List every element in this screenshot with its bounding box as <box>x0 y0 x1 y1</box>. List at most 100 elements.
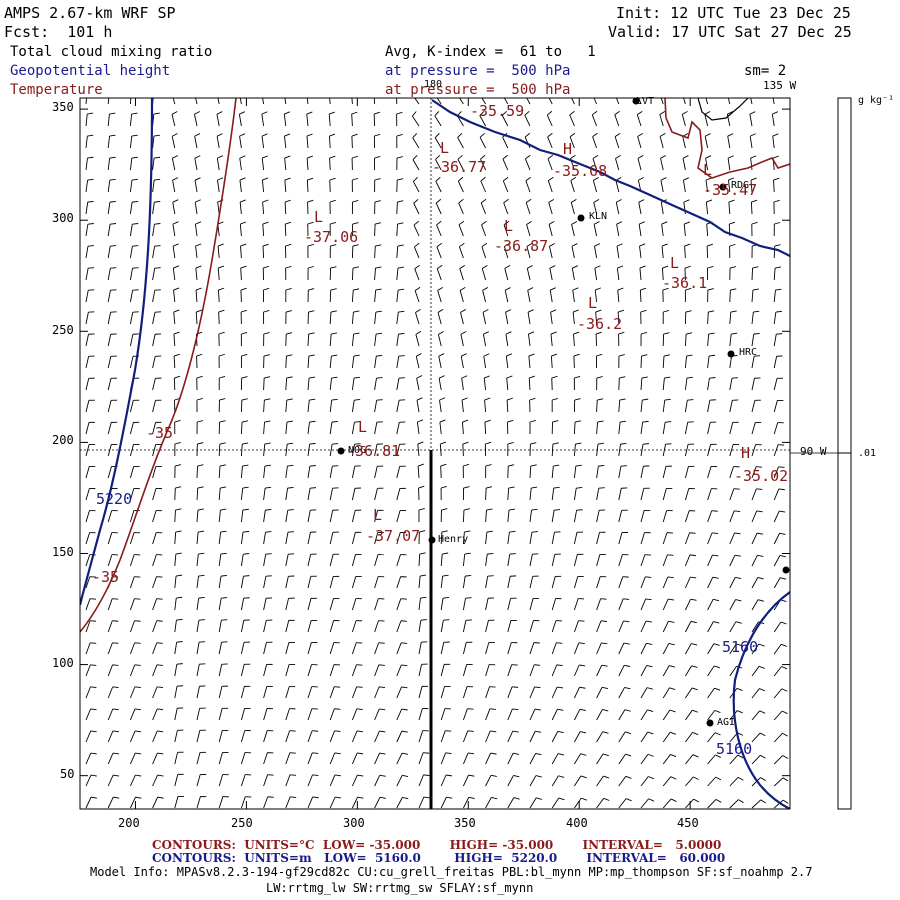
wind-barb <box>660 177 667 193</box>
station-marker <box>719 183 727 191</box>
wind-barb <box>218 774 229 787</box>
wind-barb <box>396 421 406 435</box>
wind-barb <box>329 376 338 391</box>
wind-barb <box>107 267 117 281</box>
wind-barb <box>285 619 295 633</box>
wind-barb <box>640 554 651 567</box>
wind-barb <box>396 487 406 501</box>
wind-barb <box>751 532 764 545</box>
wind-barb <box>85 796 98 809</box>
wind-barb <box>773 488 785 501</box>
wind-barb <box>525 198 532 215</box>
wind-barb <box>239 98 242 105</box>
valid-time: Valid: 17 UTC Sat 27 Dec 25 <box>608 23 852 41</box>
wind-barb <box>528 353 535 369</box>
wind-barb <box>412 176 420 193</box>
wind-barb <box>640 309 647 325</box>
wind-barb <box>396 532 407 545</box>
wind-barb <box>174 729 184 743</box>
wind-barb <box>307 398 316 413</box>
wind-barb <box>751 665 765 677</box>
low-value: -36.81 <box>346 442 401 460</box>
wind-barb <box>396 134 403 149</box>
wind-barb <box>307 420 316 435</box>
wind-barb <box>396 399 406 413</box>
wind-barb <box>152 465 162 479</box>
wind-barb <box>285 442 294 457</box>
wind-barb <box>196 530 205 545</box>
wind-barb <box>462 597 472 611</box>
wind-barb <box>529 597 540 611</box>
wind-barb <box>85 752 97 765</box>
wind-barb <box>618 398 626 413</box>
wind-barb <box>751 710 766 721</box>
wind-barb <box>85 510 96 523</box>
wind-barb <box>196 641 206 655</box>
wind-barb <box>505 353 513 369</box>
wind-barb <box>439 441 447 457</box>
wind-barb <box>85 134 94 149</box>
wind-barb <box>479 111 486 127</box>
wind-barb <box>729 576 742 589</box>
wind-barb <box>751 221 758 237</box>
wind-barb <box>485 797 498 809</box>
wind-barb <box>573 398 581 413</box>
model-info-line2: LW:rrtmg_lw SW:rrtmg_sw SFLAY:sf_mynn <box>266 881 534 895</box>
wind-barb <box>107 774 120 787</box>
wind-barb <box>527 309 534 325</box>
wind-barb <box>85 730 97 743</box>
wind-barb <box>573 531 584 545</box>
wind-barb <box>773 399 784 413</box>
wind-barb <box>107 134 116 149</box>
wind-barb <box>729 399 739 413</box>
wind-barb <box>194 199 201 215</box>
wind-barb <box>306 155 313 171</box>
wind-barb <box>707 377 716 391</box>
wind-barb <box>751 688 766 699</box>
wind-barb <box>129 488 140 501</box>
low-value: -36.1 <box>662 274 708 292</box>
wind-barb <box>174 773 184 787</box>
wind-barb <box>351 133 358 149</box>
wind-barb <box>462 686 474 699</box>
wind-barb <box>152 377 162 391</box>
wind-barb <box>329 420 338 435</box>
wind-barb <box>196 552 205 567</box>
wind-barb <box>240 265 247 281</box>
wind-barb <box>196 574 205 589</box>
wind-barb <box>728 199 735 215</box>
wind-barb <box>262 221 269 237</box>
wind-barb <box>307 465 316 479</box>
wind-barb <box>618 487 628 501</box>
wind-barb <box>85 664 97 677</box>
wind-barb <box>485 486 493 501</box>
wind-barb <box>413 242 420 259</box>
wind-barb <box>661 243 668 259</box>
wind-barb <box>483 353 490 369</box>
wind-barb <box>440 530 448 545</box>
wind-barb <box>85 488 96 501</box>
wind-barb <box>482 287 489 303</box>
wind-barb <box>263 508 272 523</box>
wind-barb <box>440 485 447 501</box>
wind-barb <box>684 532 696 545</box>
wind-barb <box>640 798 655 809</box>
wind-barb <box>618 420 627 435</box>
wind-barb <box>418 685 429 699</box>
wind-barb <box>174 486 182 501</box>
wind-barb <box>593 221 600 237</box>
wind-barb <box>551 375 558 391</box>
wind-barb <box>351 222 359 237</box>
wind-barb <box>261 133 268 149</box>
wind-barb <box>396 443 406 457</box>
wind-barb <box>418 574 427 589</box>
wind-barb <box>396 266 404 281</box>
wind-barb <box>707 421 717 435</box>
wind-barb <box>773 266 782 281</box>
wind-barb <box>240 641 251 655</box>
field-temperature-label: Temperature <box>10 82 103 98</box>
wind-barb <box>503 220 510 237</box>
wind-barb <box>507 419 514 435</box>
wind-barb <box>704 111 711 127</box>
wind-barb <box>462 664 473 677</box>
